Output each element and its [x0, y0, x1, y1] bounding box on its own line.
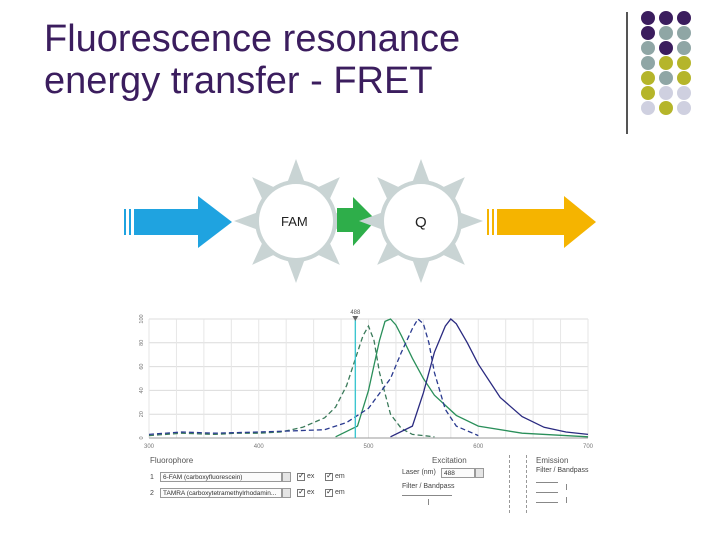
ex-label-1: ex [307, 473, 315, 480]
decorative-dot [641, 11, 655, 25]
spectrum-line-2 [335, 318, 589, 438]
fluorophore-select-2[interactable]: TAMRA (carboxytetramethylrhodamin... [160, 488, 282, 498]
excitation-header: Excitation [432, 456, 467, 465]
decorative-dot [659, 71, 673, 85]
y-tick-label: 80 [139, 340, 145, 346]
laser-label: Laser (nm) [402, 469, 436, 476]
sun-ray [252, 177, 282, 207]
blue-arrow [124, 196, 232, 248]
emission-header: Emission [536, 456, 569, 465]
decorative-dot [659, 86, 673, 100]
filter-bandpass-label: Filter / Bandpass [402, 483, 455, 490]
divider-line [626, 12, 628, 134]
chart-grid [148, 318, 589, 439]
x-tick-label: 600 [473, 444, 484, 450]
x-tick-label: 700 [583, 444, 594, 450]
spectra-viewer: 0 20 40 60 80 100 300 400 500 600 700 488 Fluorop… [132, 305, 594, 513]
em-label-1: em [335, 473, 345, 480]
decorative-dot [677, 101, 691, 115]
decorative-dot [659, 26, 673, 40]
sun-ray [310, 177, 340, 207]
chevron-down-icon[interactable] [282, 472, 291, 482]
y-tick-label: 100 [139, 314, 145, 323]
decorative-dot [641, 26, 655, 40]
em-checkbox-2[interactable] [325, 487, 333, 497]
y-tick-label: 60 [139, 364, 145, 370]
panel-separator-1 [509, 455, 510, 513]
decorative-dot [659, 56, 673, 70]
laser-handle[interactable] [352, 316, 359, 321]
ex-checkbox-1[interactable] [297, 471, 305, 481]
filter-line-2 [428, 499, 429, 505]
ex-checkbox-2[interactable] [297, 487, 305, 497]
y-tick-label: 0 [139, 436, 145, 439]
spectra-series [148, 317, 589, 438]
ex-label-2: ex [307, 489, 315, 496]
slide-title: Fluorescence resonance energy transfer -… [44, 18, 604, 102]
chevron-down-icon[interactable] [282, 488, 291, 498]
donor-circle [259, 184, 333, 258]
decorative-dot [659, 101, 673, 115]
emission-line-3 [536, 502, 558, 503]
donor-label: FAM [281, 214, 308, 229]
sun-ray [310, 235, 340, 265]
decorative-dot [677, 26, 691, 40]
decorative-dot [641, 56, 655, 70]
y-tick-label: 20 [139, 411, 145, 417]
emission-line-1 [536, 482, 558, 483]
chevron-down-icon[interactable] [475, 468, 484, 478]
decorative-dot-grid [641, 11, 691, 115]
decorative-dot [677, 11, 691, 25]
x-tick-labels: 300 400 500 600 700 [144, 444, 594, 450]
filter-line-1 [402, 495, 452, 496]
decorative-dot [641, 71, 655, 85]
y-tick-labels: 0 20 40 60 80 100 [139, 314, 145, 439]
decorative-dot [659, 41, 673, 55]
fluorophore-header: Fluorophore [150, 456, 194, 465]
decorative-dot [659, 11, 673, 25]
spectrum-line-1 [148, 324, 435, 438]
laser-marker-label: 488 [350, 310, 361, 316]
spectrum-line-4 [390, 318, 589, 438]
laser-select[interactable]: 488 [441, 468, 475, 478]
panel-separator-2 [526, 455, 527, 513]
decorative-dot [641, 86, 655, 100]
em-label-2: em [335, 489, 345, 496]
row1-index: 1 [150, 474, 154, 481]
acceptor-label: Q [415, 214, 427, 231]
decorative-dot [677, 56, 691, 70]
spectra-chart: 0 20 40 60 80 100 300 400 500 600 700 488 [139, 310, 594, 450]
emission-tick-2 [566, 497, 567, 503]
em-checkbox-1[interactable] [325, 471, 333, 481]
emission-line-2 [536, 492, 558, 493]
x-tick-label: 300 [144, 444, 155, 450]
fluorophore-select-1[interactable]: 6-FAM (carboxyfluorescein) [160, 472, 282, 482]
decorative-dot [677, 71, 691, 85]
sun-ray [252, 235, 282, 265]
sun-ray [377, 177, 407, 207]
acceptor-circle [384, 184, 458, 258]
spectrum-line-3 [148, 317, 479, 437]
emission-filter-label: Filter / Bandpass [536, 467, 589, 474]
decorative-dot [641, 41, 655, 55]
decorative-dot [641, 101, 655, 115]
title-line-2: energy transfer - FRET [44, 60, 433, 102]
sun-ray [435, 235, 465, 265]
sun-ray [435, 177, 465, 207]
title-line-1: Fluorescence resonance [44, 18, 461, 60]
decorative-dot [677, 86, 691, 100]
orange-arrow [487, 196, 596, 248]
y-tick-label: 40 [139, 387, 145, 393]
sun-ray [377, 235, 407, 265]
x-tick-label: 500 [363, 444, 374, 450]
x-tick-label: 400 [254, 444, 265, 450]
decorative-dot [677, 41, 691, 55]
row2-index: 2 [150, 490, 154, 497]
emission-tick-1 [566, 484, 567, 490]
laser-marker: 488 [350, 310, 361, 438]
